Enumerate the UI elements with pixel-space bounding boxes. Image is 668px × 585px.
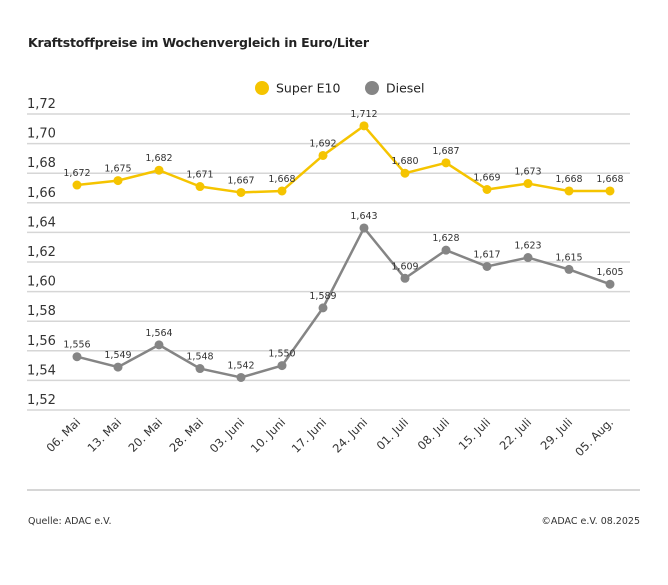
data-point <box>277 186 287 196</box>
copyright-note: ©ADAC e.V. 08.2025 <box>541 516 640 527</box>
data-label: 1,623 <box>514 241 541 252</box>
data-point <box>318 150 328 160</box>
data-label: 1,675 <box>104 164 131 175</box>
data-label: 1,542 <box>227 360 254 371</box>
data-point <box>277 361 287 371</box>
data-label: 1,669 <box>473 172 500 183</box>
x-tick-label: 13. Mai <box>84 415 124 455</box>
data-point <box>195 364 205 374</box>
data-point <box>359 223 369 233</box>
data-point <box>482 261 492 271</box>
data-label: 1,712 <box>350 109 377 120</box>
data-point <box>154 165 164 175</box>
y-tick-label: 1,58 <box>27 304 56 319</box>
data-label: 1,673 <box>514 167 541 178</box>
y-tick-label: 1,60 <box>27 275 56 290</box>
data-point <box>564 186 574 196</box>
data-label: 1,548 <box>186 352 213 363</box>
series-line <box>76 226 611 379</box>
legend-marker-icon <box>365 81 379 95</box>
data-point <box>154 340 164 350</box>
data-point <box>72 352 82 362</box>
data-label: 1,556 <box>63 340 90 351</box>
data-point <box>441 158 451 168</box>
y-tick-label: 1,52 <box>27 393 56 408</box>
series-line <box>76 124 610 194</box>
data-label: 1,605 <box>596 267 623 278</box>
data-point <box>400 168 410 178</box>
x-tick-label: 08. Juli <box>415 415 452 452</box>
data-point <box>564 264 574 274</box>
data-point <box>72 180 82 190</box>
data-point <box>359 121 369 131</box>
data-label: 1,643 <box>350 211 377 222</box>
x-tick-label: 10. Juni <box>248 415 288 455</box>
data-point <box>113 362 123 372</box>
data-point <box>482 184 492 194</box>
data-point <box>523 253 533 263</box>
data-point <box>236 187 246 197</box>
data-label: 1,628 <box>432 233 459 244</box>
data-point <box>236 372 246 382</box>
x-tick-label: 15. Juli <box>456 415 493 452</box>
data-label: 1,550 <box>268 349 295 360</box>
chart-title: Kraftstoffpreise im Wochenvergleich in E… <box>28 35 369 50</box>
data-label: 1,692 <box>309 138 336 149</box>
data-label: 1,672 <box>63 168 90 179</box>
data-label: 1,615 <box>555 252 582 263</box>
data-label: 1,549 <box>104 350 131 361</box>
x-tick-label: 28. Mai <box>166 415 206 455</box>
legend-marker-icon <box>255 81 269 95</box>
x-tick-label: 01. Juli <box>374 415 411 452</box>
legend-label: Diesel <box>386 81 424 96</box>
x-tick-label: 03. Juni <box>207 415 247 455</box>
y-tick-label: 1,68 <box>27 156 56 171</box>
data-point <box>441 245 451 255</box>
y-tick-label: 1,70 <box>27 127 56 142</box>
data-label: 1,589 <box>309 291 336 302</box>
y-tick-label: 1,54 <box>27 363 56 378</box>
data-point <box>523 179 533 189</box>
legend-label: Super E10 <box>276 81 340 96</box>
data-label: 1,682 <box>145 153 172 164</box>
x-tick-label: 05. Aug. <box>572 415 616 459</box>
data-label: 1,680 <box>391 156 418 167</box>
x-tick-label: 06. Mai <box>43 415 83 455</box>
x-tick-label: 22. Juli <box>497 415 534 452</box>
data-point <box>605 186 615 196</box>
data-point <box>195 182 205 192</box>
data-label: 1,667 <box>227 175 254 186</box>
data-point <box>318 303 328 313</box>
y-tick-label: 1,64 <box>27 215 56 230</box>
source-note: Quelle: ADAC e.V. <box>28 516 112 527</box>
y-tick-label: 1,66 <box>27 186 56 201</box>
x-tick-label: 17. Juni <box>289 415 329 455</box>
x-tick-label: 29. Juli <box>538 415 575 452</box>
data-point <box>605 279 615 289</box>
data-label: 1,617 <box>473 249 500 260</box>
data-point <box>400 273 410 283</box>
data-point <box>113 176 123 186</box>
data-label: 1,687 <box>432 146 459 157</box>
data-label: 1,564 <box>145 328 172 339</box>
x-tick-label: 20. Mai <box>125 415 165 455</box>
data-label: 1,609 <box>391 261 418 272</box>
y-tick-label: 1,72 <box>27 97 56 112</box>
y-tick-label: 1,62 <box>27 245 56 260</box>
data-label: 1,668 <box>596 174 623 185</box>
data-label: 1,671 <box>186 170 213 181</box>
x-tick-label: 24. Juni <box>330 415 370 455</box>
data-label: 1,668 <box>555 174 582 185</box>
y-tick-label: 1,56 <box>27 334 56 349</box>
data-label: 1,668 <box>268 174 295 185</box>
